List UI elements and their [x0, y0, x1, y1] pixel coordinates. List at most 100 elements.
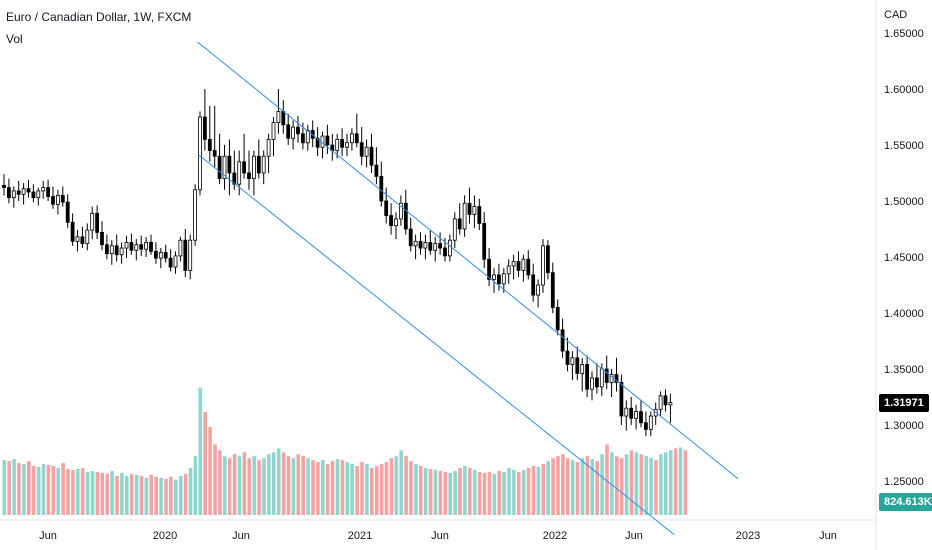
- volume-bar: [188, 467, 193, 515]
- volume-bar: [580, 458, 585, 515]
- volume-bar: [120, 472, 124, 515]
- volume-bar: [164, 478, 168, 515]
- volume-bar: [345, 462, 350, 515]
- candle-body: [75, 236, 80, 242]
- candle-body: [408, 228, 413, 247]
- candle-body: [276, 111, 281, 124]
- candle-body: [413, 240, 418, 247]
- volume-bar: [286, 456, 291, 515]
- volume-bar: [178, 475, 183, 515]
- time-tick-label: Jun: [819, 530, 837, 542]
- volume-bar: [585, 456, 590, 515]
- volume-bar: [639, 454, 644, 515]
- channel-lower-line: [197, 153, 675, 536]
- candle-body: [315, 137, 320, 148]
- volume-bar: [316, 462, 320, 515]
- candle-body: [629, 407, 634, 419]
- volume-bar: [218, 450, 222, 515]
- candle-body: [222, 155, 227, 179]
- volume-bar: [223, 456, 227, 515]
- volume-bar: [139, 475, 144, 515]
- volume-bar: [252, 456, 256, 515]
- volume-bar: [615, 456, 619, 515]
- time-tick-label: 2022: [543, 530, 567, 542]
- volume-bar: [575, 462, 580, 515]
- volume-bar: [360, 462, 364, 515]
- candle-body: [340, 138, 345, 148]
- time-axis[interactable]: Jun 2020 Jun 2021 Jun 2022 Jun 2023 Jun: [39, 530, 837, 542]
- volume-bar: [399, 450, 403, 515]
- candle-body: [51, 196, 55, 205]
- candle-body: [207, 138, 212, 151]
- candle-body: [65, 201, 70, 223]
- volume-bar: [379, 464, 384, 515]
- volume-bar: [536, 466, 541, 515]
- volume-bar: [477, 471, 482, 515]
- volume-bar: [595, 461, 599, 515]
- volume-bar: [198, 387, 203, 515]
- candle-body: [2, 184, 6, 188]
- candle-body: [624, 407, 629, 417]
- volume-bar: [306, 458, 310, 515]
- volume-bar: [2, 460, 7, 515]
- volume-bar: [463, 466, 467, 515]
- volume-bar: [482, 472, 487, 515]
- volume-bar: [203, 412, 207, 515]
- volume-bar: [66, 468, 70, 515]
- volume-bar: [51, 466, 56, 515]
- volume-bar: [634, 452, 639, 515]
- volume-bar: [374, 466, 379, 515]
- last-price-badge: 1.31971: [879, 393, 929, 412]
- volume-label: Vol: [6, 32, 23, 46]
- trend-channel[interactable]: [197, 41, 739, 536]
- candle-body: [452, 218, 457, 241]
- candle-body: [114, 245, 119, 256]
- volume-bar: [276, 448, 281, 515]
- candle-body: [580, 364, 585, 374]
- volume-bar: [624, 454, 629, 515]
- candle-body: [394, 218, 398, 227]
- candle-body: [11, 190, 16, 199]
- volume-bar: [193, 456, 198, 515]
- volume-bar: [370, 467, 374, 515]
- candle-body: [438, 243, 443, 249]
- volume-bar: [110, 470, 114, 515]
- volume-bar: [71, 469, 75, 515]
- price-tick-label: 1.45000: [884, 252, 924, 264]
- volume-bar: [61, 463, 65, 515]
- volume-bar: [566, 458, 570, 515]
- volume-bar: [365, 464, 369, 515]
- candle-body: [482, 222, 487, 260]
- volume-bar: [453, 470, 457, 515]
- candle-body: [369, 146, 374, 166]
- volume-bar: [472, 469, 477, 515]
- price-tick-label: 1.30000: [884, 420, 924, 432]
- volume-bar: [590, 459, 595, 515]
- candle-body: [472, 206, 477, 215]
- candle-body: [359, 142, 364, 157]
- volume-bar: [409, 461, 413, 515]
- candle-body: [609, 374, 614, 383]
- volume-bar: [492, 473, 497, 515]
- volume-bar: [497, 470, 501, 515]
- candle-body: [7, 187, 11, 199]
- candle-body: [443, 247, 447, 257]
- price-tick-label: 1.50000: [884, 196, 924, 208]
- volume-bar: [311, 460, 315, 515]
- volume-bar: [673, 448, 678, 515]
- volume-bar: [85, 471, 90, 515]
- volume-bar: [257, 460, 261, 515]
- candle-body: [46, 187, 50, 197]
- candle-body: [668, 402, 673, 406]
- volume-bar: [619, 458, 624, 515]
- price-axis[interactable]: 1.65000 1.60000 1.55000 1.50000 1.45000 1.400…: [884, 28, 924, 488]
- candle-body: [541, 245, 545, 286]
- candle-body: [457, 218, 462, 230]
- candle-body: [501, 273, 506, 285]
- candle-body: [296, 126, 300, 135]
- candle-body: [129, 242, 134, 251]
- candle-body: [271, 122, 276, 140]
- volume-bar: [213, 444, 217, 515]
- candle-body: [149, 242, 153, 252]
